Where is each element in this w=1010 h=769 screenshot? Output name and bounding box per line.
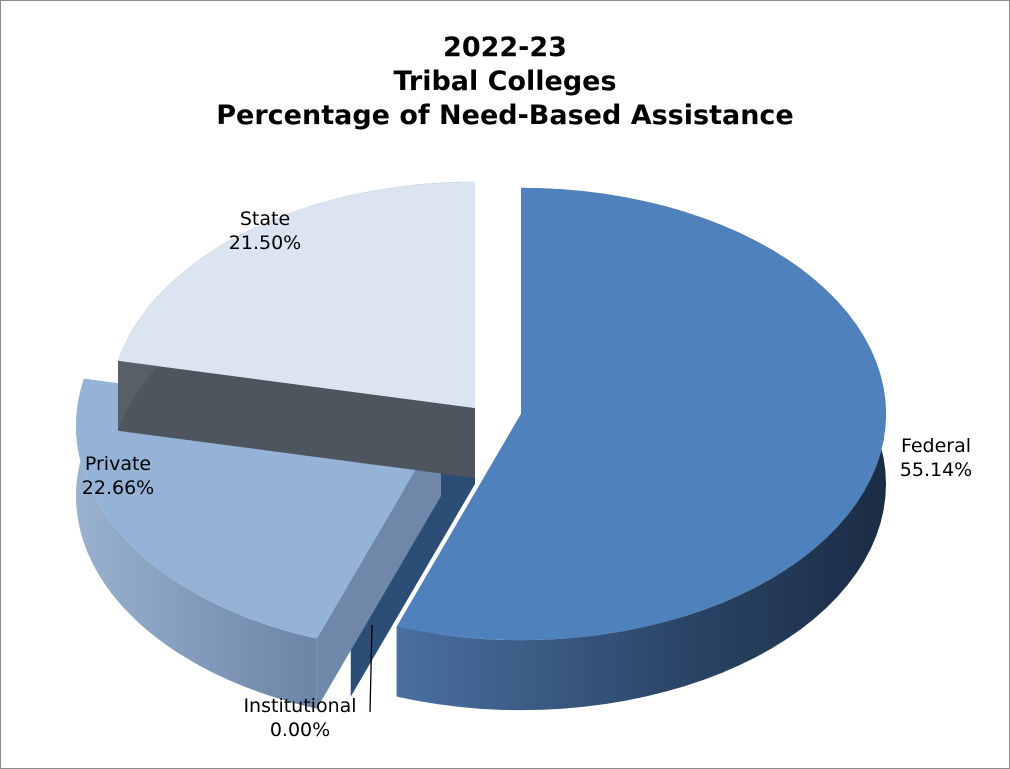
pie-top-federal — [396, 187, 886, 641]
chart-title-line-2: Tribal Colleges — [393, 66, 617, 97]
pie-slice-institutional — [350, 414, 475, 697]
pie-side-federal — [396, 187, 886, 711]
chart-title-line-3: Percentage of Need-Based Assistance — [216, 100, 794, 131]
slice-label-private: Private 22.66% — [82, 453, 154, 499]
pie-top-state — [118, 181, 475, 408]
pie-cut-private-0 — [316, 426, 441, 709]
slice-label-federal: Federal 55.14% — [900, 435, 972, 481]
slice-label-state: State 21.50% — [229, 208, 301, 254]
chart-title: 2022-23 Tribal Colleges Percentage of Ne… — [1, 31, 1009, 133]
pie-slice-state — [118, 181, 476, 478]
pie-side-private — [76, 378, 317, 709]
pie-wall-institutional — [350, 414, 475, 697]
leader-line-institutional — [369, 624, 373, 713]
pie-slice-federal — [396, 187, 886, 711]
pie-cut-state-0 — [118, 360, 476, 478]
slice-label-institutional: Institutional 0.00% — [243, 695, 356, 741]
chart-title-line-1: 2022-23 — [443, 32, 567, 63]
